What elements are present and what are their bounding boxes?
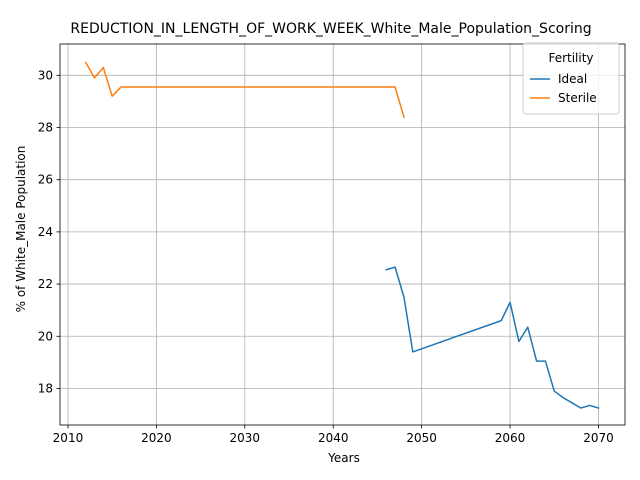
y-tick-label: 28 [38, 121, 53, 135]
y-tick-label: 26 [38, 173, 53, 187]
y-axis-label: % of White_Male Population [14, 146, 28, 313]
y-tick-label: 18 [38, 381, 53, 395]
x-tick-label: 2020 [141, 431, 172, 445]
series-line-sterile [84, 61, 405, 119]
series-lines [84, 61, 600, 409]
x-axis-ticks: 2010 2020 2030 2040 2050 2060 2070 [53, 425, 614, 445]
y-tick-label: 20 [38, 329, 53, 343]
series-line-ideal [385, 266, 600, 409]
legend-label-ideal: Ideal [558, 72, 587, 86]
x-tick-label: 2040 [318, 431, 349, 445]
x-tick-label: 2070 [583, 431, 614, 445]
chart-title: REDUCTION_IN_LENGTH_OF_WORK_WEEK_White_M… [70, 21, 591, 37]
y-tick-label: 22 [38, 277, 53, 291]
x-axis-label: Years [327, 451, 360, 465]
x-tick-label: 2060 [495, 431, 526, 445]
x-tick-label: 2050 [406, 431, 437, 445]
y-tick-label: 24 [38, 225, 53, 239]
y-axis-ticks: 18 20 22 24 26 28 30 [38, 68, 60, 395]
legend-label-sterile: Sterile [558, 91, 597, 105]
x-tick-label: 2030 [230, 431, 261, 445]
legend-title: Fertility [548, 51, 593, 65]
legend: Fertility Ideal Sterile [522, 42, 620, 115]
y-tick-label: 30 [38, 68, 53, 82]
x-tick-label: 2010 [53, 431, 84, 445]
legend-box [522, 42, 620, 115]
plot-frame [59, 43, 626, 426]
grid-lines [60, 44, 625, 425]
